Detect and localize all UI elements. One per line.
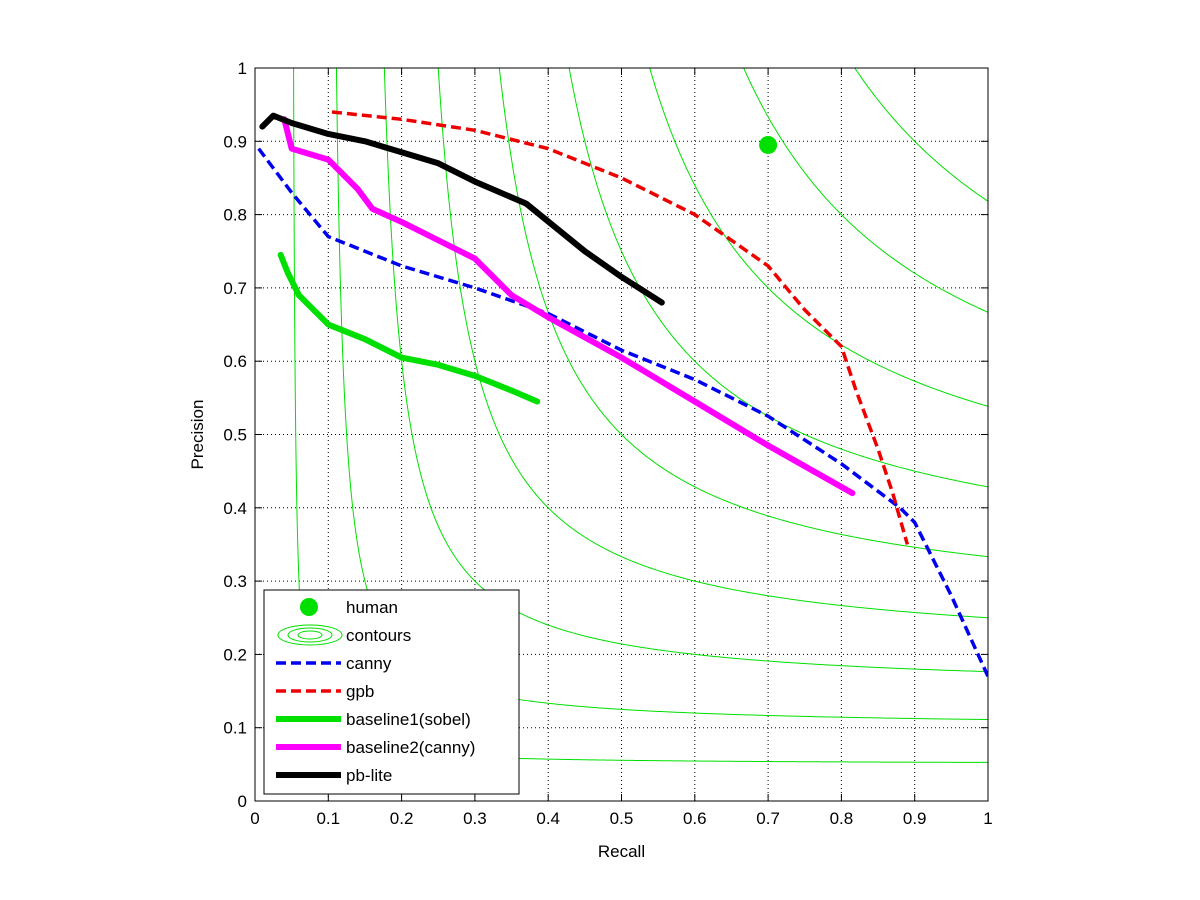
x-tick-label: 0	[250, 809, 259, 828]
y-tick-label: 0.5	[223, 426, 247, 445]
x-tick-label: 0.2	[390, 809, 414, 828]
legend-human-marker	[300, 598, 318, 616]
legend-label: baseline1(sobel)	[346, 710, 471, 729]
y-tick-label: 0.2	[223, 645, 247, 664]
y-axis-label: Precision	[188, 400, 207, 470]
f-contour-line	[437, 68, 988, 619]
series-line-canny	[257, 147, 988, 678]
series	[257, 110, 988, 678]
f-contour-line	[649, 68, 988, 407]
y-tick-label: 1	[238, 59, 247, 78]
x-axis-label: Recall	[598, 842, 645, 861]
x-tick-label: 0.9	[903, 809, 927, 828]
x-tick-label: 0.5	[610, 809, 634, 828]
y-tick-label: 0.9	[223, 132, 247, 151]
f-contour-line	[854, 68, 988, 202]
series-line-baseline1-sobel-	[277, 251, 541, 405]
x-tick-label: 0.3	[463, 809, 487, 828]
y-tick-label: 0.6	[223, 352, 247, 371]
series-line-baseline2-canny-	[281, 116, 856, 497]
x-tick-label: 0.4	[536, 809, 560, 828]
series-line-pb-lite	[259, 112, 665, 306]
legend-contours-icon	[297, 630, 323, 640]
legend-label-contours: contours	[346, 626, 411, 645]
x-tick-label: 0.6	[683, 809, 707, 828]
f-measure-contours	[293, 68, 988, 763]
y-tick-label: 0.3	[223, 572, 247, 591]
y-tick-label: 0.1	[223, 719, 247, 738]
f-contour-line	[568, 68, 988, 488]
legend-label: gpb	[346, 682, 374, 701]
f-contour-line	[383, 68, 988, 673]
legend-contours-icon	[287, 627, 333, 643]
x-tick-label: 0.1	[316, 809, 340, 828]
x-tick-label: 0.8	[830, 809, 854, 828]
f-contour-line	[743, 68, 988, 313]
y-tick-label: 0.7	[223, 279, 247, 298]
legend-label: pb-lite	[346, 766, 392, 785]
series-line-gpb	[331, 110, 910, 545]
x-tick-label: 1	[983, 809, 992, 828]
legend-label: baseline2(canny)	[346, 738, 475, 757]
y-tick-label: 0	[238, 792, 247, 811]
human-point	[759, 135, 778, 154]
f-contour-line	[498, 68, 988, 558]
y-tick-label: 0.4	[223, 499, 247, 518]
axis-ticks: 0 0.1 0.2 0.3 0.4 0.5 0.6 0.7 0.8 0.9 1 0 0.1 0.2 0.3 0…	[223, 59, 992, 828]
legend: human contours canny gpb baseline1(sobel) bas…	[263, 589, 520, 795]
legend-label: canny	[346, 654, 392, 673]
legend-label-human: human	[346, 598, 398, 617]
legend-box	[263, 589, 520, 795]
y-tick-label: 0.8	[223, 206, 247, 225]
f-contour-line	[335, 68, 988, 721]
legend-contours-icon	[277, 624, 343, 646]
x-tick-label: 0.7	[756, 809, 780, 828]
